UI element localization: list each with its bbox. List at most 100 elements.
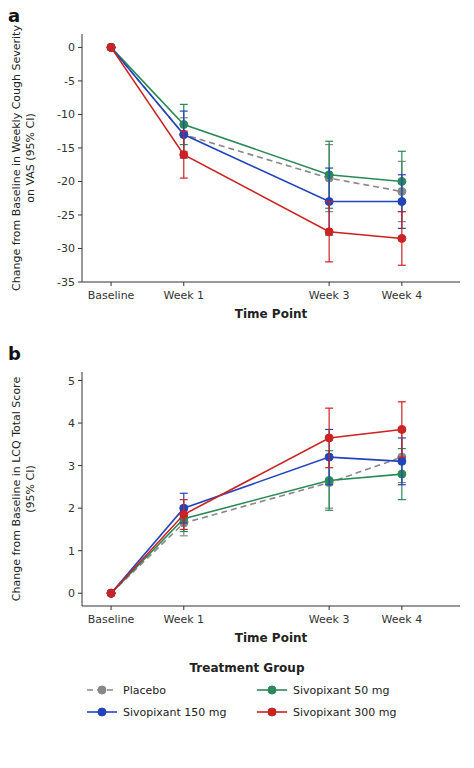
chart-canvas: 0-5-10-15-20-25-30-35BaselineWeek 1Week … (0, 0, 474, 768)
y-axis-label-line: Change from Baseline in LCQ Total Score (10, 377, 23, 602)
panel: 0-5-10-15-20-25-30-35BaselineWeek 1Week … (8, 5, 460, 321)
data-point (398, 198, 406, 206)
data-point (325, 434, 333, 442)
error-bar (398, 212, 406, 266)
y-tick-label: 4 (68, 417, 75, 430)
error-bar-cap (398, 174, 406, 175)
error-bar-cap (180, 535, 188, 536)
legend-swatch-marker (98, 686, 106, 694)
error-bar-cap (180, 104, 188, 105)
series-line (111, 47, 402, 181)
error-bar-cap (398, 211, 406, 212)
x-tick (329, 282, 330, 286)
error-bar (180, 500, 188, 530)
series (107, 43, 406, 235)
x-tick (401, 282, 402, 286)
y-tick-label: 1 (68, 545, 75, 558)
legend-item: Sivopixant 300 mg (257, 706, 397, 719)
y-tick (78, 80, 82, 81)
data-point (180, 511, 188, 519)
error-bar (180, 131, 188, 178)
legend-item: Placebo (87, 684, 166, 697)
legend-swatch-marker (268, 708, 276, 716)
y-tick (78, 181, 82, 182)
y-tick (78, 214, 82, 215)
y-tick-label: 3 (68, 460, 75, 473)
series-line (111, 47, 402, 238)
y-tick-label: 2 (68, 502, 75, 515)
legend: Treatment Group Placebo Sivopixant 50 mg Si… (87, 661, 397, 719)
y-tick-label: 5 (68, 375, 75, 388)
x-tick-label: Week 4 (382, 613, 423, 626)
y-tick (78, 114, 82, 115)
x-tick-label: Week 4 (382, 289, 423, 302)
legend-item: Sivopixant 50 mg (257, 684, 390, 697)
y-tick (78, 508, 82, 509)
error-bar-cap (398, 456, 406, 457)
y-tick (78, 465, 82, 466)
error-bar (325, 408, 333, 468)
legend-swatch-marker (268, 686, 276, 694)
y-tick-label: -35 (57, 276, 75, 289)
error-bar-cap (325, 408, 333, 409)
y-axis-label-line: on VAS (95% CI) (24, 113, 37, 202)
error-bar-cap (398, 499, 406, 500)
error-bar-cap (398, 211, 406, 212)
y-axis-line (82, 34, 83, 282)
y-axis-label: Change from Baseline in Weekly Cough Sev… (10, 25, 37, 291)
error-bar-cap (180, 499, 188, 500)
panel-title: b (8, 343, 21, 364)
y-tick (78, 248, 82, 249)
y-axis-line (82, 372, 83, 606)
x-tick (401, 606, 402, 610)
error-bar-cap (180, 493, 188, 494)
error-bar-cap (180, 131, 188, 132)
y-tick-label: -30 (57, 242, 75, 255)
y-tick (78, 147, 82, 148)
legend-swatch-marker (98, 708, 106, 716)
y-tick-label: -20 (57, 175, 75, 188)
data-point (398, 457, 406, 465)
y-tick (78, 282, 82, 283)
error-bar-cap (325, 201, 333, 202)
y-tick (78, 550, 82, 551)
x-axis-label: Time Point (235, 307, 308, 321)
panel-title: a (8, 5, 20, 26)
legend-title: Treatment Group (189, 661, 304, 675)
error-bar-cap (398, 151, 406, 152)
series (107, 43, 406, 211)
x-axis-line (82, 606, 460, 607)
series-line (111, 474, 402, 593)
series-line (111, 429, 402, 593)
data-point (107, 43, 115, 51)
series (107, 402, 406, 597)
data-point (398, 234, 406, 242)
error-bar-cap (325, 141, 333, 142)
data-point (398, 425, 406, 433)
y-tick-label: 0 (68, 587, 75, 600)
error-bar-cap (325, 167, 333, 168)
data-point (107, 43, 115, 51)
y-tick (78, 423, 82, 424)
y-axis-label-line: (95% CI) (24, 465, 37, 512)
data-point (107, 589, 115, 597)
x-axis-label: Time Point (235, 631, 308, 645)
x-tick (111, 606, 112, 610)
error-bar-cap (325, 484, 333, 485)
error-bar-cap (398, 401, 406, 402)
y-tick-label: 0 (68, 41, 75, 54)
x-axis-line (82, 282, 460, 283)
data-point (107, 589, 115, 597)
y-tick-label: -15 (57, 142, 75, 155)
y-tick (78, 593, 82, 594)
series-line (111, 457, 402, 593)
error-bar-cap (398, 484, 406, 485)
x-tick-label: Baseline (88, 613, 135, 626)
y-tick (78, 380, 82, 381)
series (107, 429, 406, 597)
data-point (107, 589, 115, 597)
x-tick (111, 282, 112, 286)
x-tick (183, 606, 184, 610)
data-point (107, 43, 115, 51)
y-tick-label: -10 (57, 108, 75, 121)
